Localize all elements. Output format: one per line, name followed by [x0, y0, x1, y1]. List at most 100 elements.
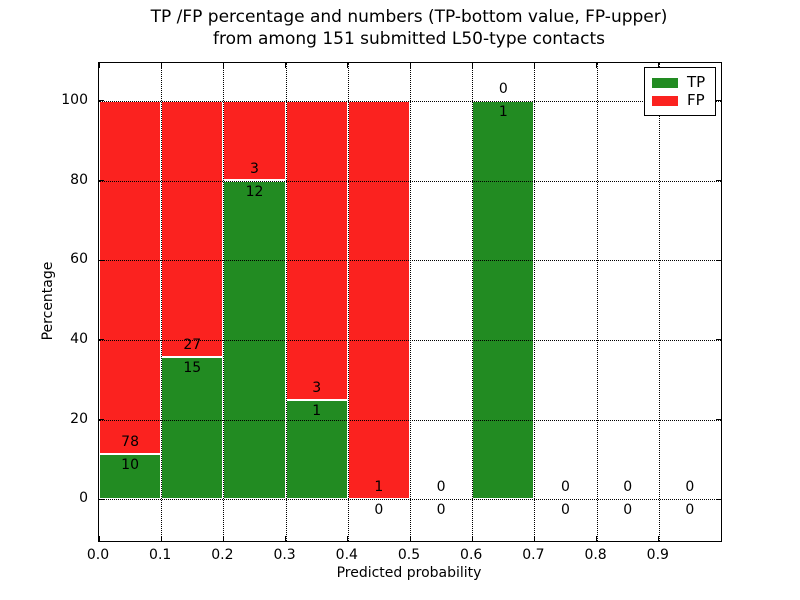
legend-label-tp: TP [687, 73, 706, 91]
bar-segment-tp [285, 399, 348, 500]
x-gridline [347, 63, 349, 541]
legend-label-fp: FP [687, 91, 705, 109]
y-tick-left [99, 498, 104, 500]
fp-count-label: 3 [312, 379, 322, 396]
y-tick-label: 20 [70, 410, 88, 427]
y-tick-right [716, 339, 721, 341]
y-tick-right [716, 498, 721, 500]
x-tick-top [347, 63, 349, 68]
fp-count-label: 0 [685, 479, 695, 496]
x-tick-bottom [160, 536, 162, 541]
x-tick-label: 0.9 [646, 547, 669, 563]
fp-count-label: 0 [623, 479, 633, 496]
bar-segment-tp [161, 356, 224, 500]
tp-count-label: 0 [436, 502, 446, 519]
fp-count-label: 0 [498, 80, 508, 97]
y-tick-label: 60 [70, 251, 88, 268]
x-tick-label: 0.2 [211, 547, 234, 563]
x-tick-top [222, 63, 224, 68]
x-tick-top [533, 63, 535, 68]
y-tick-right [716, 100, 721, 102]
y-tick-label: 100 [61, 91, 88, 108]
bar-segment-fp [285, 100, 348, 400]
x-tick-top [98, 63, 100, 68]
x-tick-top [596, 63, 598, 68]
bar-segment-fp [99, 100, 162, 454]
tp-count-label: 0 [623, 502, 633, 519]
bar-segment-tp [99, 453, 162, 500]
x-gridline [285, 63, 287, 541]
y-tick-label: 0 [79, 490, 88, 507]
y-tick-right [716, 419, 721, 420]
x-gridline [410, 63, 411, 541]
fp-count-label: 3 [250, 160, 259, 177]
chart-title: TP /FP percentage and numbers (TP-bottom… [98, 6, 720, 50]
x-tick-label: 0.3 [273, 547, 296, 563]
legend-entry-fp: FP [652, 92, 715, 109]
y-tick-left [99, 419, 104, 420]
x-tick-top [285, 63, 287, 68]
y-tick-label: 40 [70, 330, 88, 347]
x-tick-bottom [596, 536, 598, 541]
y-tick-left [99, 180, 104, 181]
x-tick-label: 0.5 [397, 547, 421, 563]
fp-count-label: 0 [561, 479, 570, 496]
x-tick-label: 0.8 [584, 547, 607, 563]
tp-count-label: 15 [183, 359, 202, 376]
plot-area: 78 10 27 15 3 12 3 1 1 0 0 0 0 1 0 0 0 0 0 0 [98, 62, 722, 542]
x-tick-bottom [658, 536, 660, 541]
x-tick-top [409, 63, 411, 68]
x-gridline [472, 63, 474, 541]
x-tick-bottom [409, 536, 411, 541]
chart-title-line2: from among 151 submitted L50-type contac… [213, 29, 605, 49]
x-tick-bottom [533, 536, 535, 541]
y-tick-label: 80 [70, 171, 88, 188]
x-tick-bottom [222, 536, 224, 541]
x-tick-bottom [347, 536, 349, 541]
x-tick-bottom [98, 536, 100, 541]
x-tick-top [658, 63, 660, 68]
x-tick-label: 0.6 [460, 547, 483, 563]
x-tick-bottom [471, 536, 473, 541]
y-tick-right [716, 259, 721, 261]
legend: TP FP [644, 67, 716, 116]
x-gridline [596, 63, 598, 541]
fp-count-label: 78 [121, 433, 139, 450]
x-gridline [223, 63, 225, 541]
y-tick-left [99, 339, 104, 341]
fp-count-label: 0 [436, 479, 446, 496]
bar-segment-fp [223, 100, 286, 181]
tp-count-label: 0 [685, 502, 695, 519]
x-axis-label: Predicted probability [336, 565, 482, 581]
legend-swatch-tp-icon [652, 77, 678, 88]
x-tick-label: 0.7 [522, 547, 545, 563]
x-gridline [534, 63, 536, 541]
fp-count-label: 1 [374, 479, 384, 496]
bar-segment-fp [161, 100, 224, 357]
tp-count-label: 0 [374, 502, 384, 519]
legend-entry-tp: TP [652, 74, 715, 91]
tp-count-label: 0 [561, 502, 570, 519]
tp-count-label: 1 [498, 103, 508, 120]
tp-count-label: 12 [245, 183, 264, 200]
fp-count-label: 27 [183, 336, 202, 353]
tp-count-label: 10 [121, 456, 139, 473]
x-tick-label: 0.1 [149, 547, 172, 563]
x-tick-label: 0.0 [86, 547, 110, 563]
x-tick-label: 0.4 [335, 547, 358, 563]
x-tick-top [471, 63, 473, 68]
y-tick-right [716, 180, 721, 181]
chart-title-line1: TP /FP percentage and numbers (TP-bottom… [150, 7, 668, 27]
y-tick-left [99, 100, 104, 102]
x-tick-top [160, 63, 162, 68]
y-tick-left [99, 259, 104, 261]
x-tick-bottom [285, 536, 287, 541]
tp-count-label: 1 [312, 402, 322, 419]
bar-segment-tp [472, 100, 535, 500]
y-axis-label: Percentage [40, 261, 56, 341]
x-gridline [658, 63, 660, 541]
legend-swatch-fp-icon [652, 95, 678, 106]
bar-segment-fp [347, 100, 410, 500]
x-gridline [161, 63, 163, 541]
